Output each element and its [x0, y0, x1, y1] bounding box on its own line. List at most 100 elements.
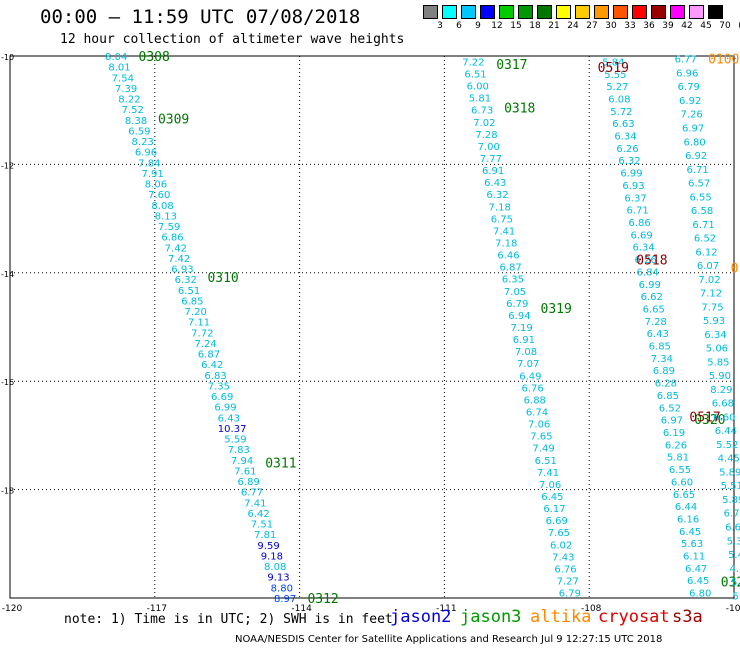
x-tick-label: -108 [581, 604, 602, 614]
data-point-value: 9.18 [261, 551, 283, 562]
data-point-value: 6.76 [521, 383, 543, 394]
data-point-value: 9.59 [257, 541, 279, 552]
data-point-value: 5.90 [709, 371, 731, 382]
data-point-value: 5.51 [721, 481, 740, 492]
data-point-value: 7.28 [475, 130, 497, 141]
data-point-value: 5.81 [667, 453, 689, 464]
satellite-label-altika: altika [530, 607, 592, 627]
legend-label: 21 [548, 21, 560, 31]
data-point-value: 5.81 [469, 94, 491, 105]
data-point-value: 7.08 [515, 347, 537, 358]
pass-time-label: 0101 [731, 261, 740, 276]
data-point-value: 6.87 [198, 350, 220, 361]
data-point-value: 6.52 [659, 403, 681, 414]
data-point-value: 5.31 [727, 536, 740, 547]
data-point-value: 7.81 [254, 530, 276, 541]
data-point-value: 5.59 [224, 435, 246, 446]
data-point-value: 6.65 [673, 490, 695, 501]
y-tick-label: -16 [1, 378, 14, 387]
data-point-value: 7.51 [251, 520, 273, 531]
data-point-value: 8.06 [145, 180, 167, 191]
x-tick-label: -105 [726, 604, 740, 614]
data-point-value: 5.27 [606, 82, 628, 93]
data-point-value: 6.92 [685, 151, 707, 162]
data-point-value: 7.41 [537, 468, 559, 479]
data-point-value: 7.42 [165, 243, 187, 254]
legend-swatch [632, 5, 647, 19]
data-point-value: 6.93 [171, 265, 193, 276]
data-point-value: 6.86 [161, 233, 183, 244]
data-point-value: 6.96 [676, 68, 698, 79]
data-point-value: 5.89 [719, 467, 740, 478]
data-point-value: 6.60 [671, 477, 693, 488]
legend-swatch [575, 5, 590, 19]
data-point-value: 6.47 [685, 564, 707, 575]
legend-label: (ft) [734, 21, 740, 31]
data-point-value: 7.65 [530, 432, 552, 443]
data-point-value: 6.11 [683, 552, 705, 563]
data-point-value: 7.39 [115, 84, 137, 95]
y-tick-label: -12 [1, 161, 14, 170]
data-point-value: 6.88 [524, 395, 546, 406]
x-tick-label: -117 [147, 604, 167, 614]
data-point-value: 6.32 [486, 190, 508, 201]
data-point-value: 6.35 [502, 275, 524, 286]
data-point-value: 6.77 [241, 488, 263, 499]
legend-label: 36 [643, 21, 655, 31]
legend-label: 33 [624, 21, 636, 31]
pass-time-label: 0519 [598, 61, 629, 76]
data-point-value: 6.16 [677, 514, 699, 525]
data-point-value: 6.60 [713, 412, 735, 423]
legend-swatch [442, 5, 457, 19]
data-point-value: 6.42 [247, 509, 269, 520]
data-point-value: 6.80 [689, 589, 711, 600]
data-point-value: 6.37 [624, 193, 646, 204]
data-point-value: 5.84 [602, 57, 624, 68]
data-point-value: 7.28 [645, 317, 667, 328]
data-point-value: 6.42 [201, 360, 223, 371]
data-point-value: 6.63 [612, 119, 634, 130]
chart-subtitle: 12 hour collection of altimeter wave hei… [60, 32, 405, 47]
data-point-value: 6.43 [484, 178, 506, 189]
legend-label: 30 [605, 21, 617, 31]
data-point-value: 7.22 [462, 57, 484, 68]
satellite-label-s3a: s3a [672, 607, 703, 627]
data-point-value: 7.77 [480, 154, 502, 165]
satellite-label-jason2: jason2 [390, 607, 452, 627]
data-point-value: 6.49 [519, 371, 541, 382]
data-point-value: 6.80 [684, 137, 706, 148]
pass-time-label: 0310 [207, 271, 238, 286]
legend-swatch [480, 5, 495, 19]
data-point-value: 7.26 [681, 110, 703, 121]
data-point-value: 8.08 [264, 562, 286, 573]
data-point-value: 6.34 [614, 132, 636, 143]
legend-swatch [689, 5, 704, 19]
data-point-value: 7.18 [495, 238, 517, 249]
data-point-value: 8.04 [105, 52, 127, 63]
data-point-value: 6.26 [635, 255, 657, 266]
data-point-value: 8.08 [151, 201, 173, 212]
data-point-value: 7.20 [185, 307, 207, 318]
data-point-value: 6.51 [464, 69, 486, 80]
footer-credit: NOAA/NESDIS Center for Satellite Applica… [235, 634, 663, 645]
data-point-value: 8.97 [274, 594, 296, 605]
data-point-value: 6.69 [546, 516, 568, 527]
data-point-value: 6.89 [653, 366, 675, 377]
data-point-value: 4.45 [718, 454, 740, 465]
pass-time-label: 0317 [496, 58, 527, 73]
data-point-value: 6.87 [500, 263, 522, 274]
data-point-value: 6.68 [725, 522, 740, 533]
data-point-value: 6.76 [554, 564, 576, 575]
data-point-value: 8.13 [155, 211, 177, 222]
data-point-value: 6.34 [633, 243, 655, 254]
legend-swatch [556, 5, 571, 19]
legend-swatch [670, 5, 685, 19]
data-point-value: 6.55 [689, 192, 711, 203]
data-point-value: 8.01 [108, 63, 130, 74]
data-point-value: 6.83 [204, 371, 226, 382]
data-point-value: 6.44 [715, 426, 737, 437]
y-tick-label: -18 [1, 487, 14, 496]
data-point-value: 5.43 [728, 550, 740, 561]
data-point-value: 6.71 [692, 220, 714, 231]
